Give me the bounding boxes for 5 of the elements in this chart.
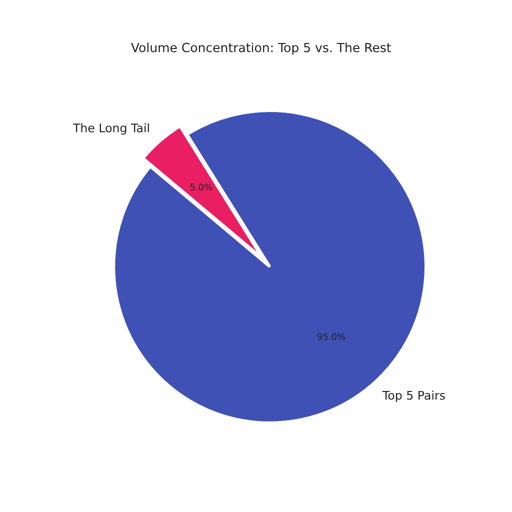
chart-title: Volume Concentration: Top 5 vs. The Rest [131, 42, 392, 55]
data-label: 95.0% [317, 333, 346, 340]
data-label: 5.0% [190, 184, 212, 190]
slice-label: The Long Tail [72, 123, 149, 135]
slice-label: Top 5 Pairs [382, 390, 445, 402]
